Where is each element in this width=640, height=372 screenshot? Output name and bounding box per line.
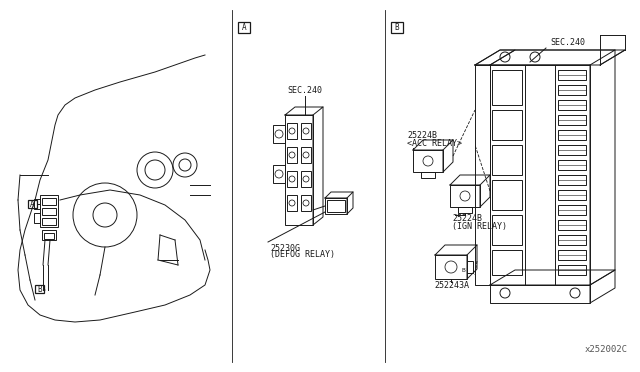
Bar <box>558 175 586 185</box>
Bar <box>558 85 586 95</box>
Bar <box>287 123 297 139</box>
Bar <box>285 115 313 225</box>
Bar <box>273 125 285 143</box>
Text: 25224B: 25224B <box>407 131 437 140</box>
Bar <box>301 171 311 187</box>
Bar <box>492 70 522 105</box>
Bar <box>35 285 44 293</box>
Bar <box>287 195 297 211</box>
Bar <box>458 207 472 213</box>
Bar <box>287 147 297 163</box>
Text: 25230G: 25230G <box>270 244 300 253</box>
Bar <box>467 261 473 273</box>
Bar <box>492 110 522 140</box>
Text: A: A <box>30 199 35 208</box>
Bar <box>391 22 403 33</box>
Bar <box>327 200 345 212</box>
Bar <box>34 199 40 209</box>
Bar <box>558 190 586 200</box>
Bar <box>28 200 37 208</box>
Bar <box>413 150 443 172</box>
Text: (IGN RELAY): (IGN RELAY) <box>452 221 507 231</box>
Bar <box>490 65 590 285</box>
Bar <box>558 100 586 110</box>
Bar <box>301 147 311 163</box>
Bar <box>450 185 480 207</box>
Bar <box>325 198 347 214</box>
Bar <box>492 250 522 275</box>
Bar <box>558 70 586 80</box>
Text: SEC.240: SEC.240 <box>550 38 586 46</box>
Bar <box>34 213 40 223</box>
Text: B: B <box>37 285 42 294</box>
Text: SEC.240: SEC.240 <box>287 86 323 94</box>
Bar <box>42 208 56 215</box>
Bar <box>558 235 586 245</box>
Bar <box>492 215 522 245</box>
Bar <box>558 130 586 140</box>
Bar <box>558 250 586 260</box>
Bar <box>44 233 54 239</box>
Text: A: A <box>242 23 246 32</box>
Bar <box>558 220 586 230</box>
Bar <box>42 218 56 225</box>
Bar <box>558 265 586 275</box>
Text: B: B <box>461 269 465 273</box>
Text: 252243A: 252243A <box>435 280 470 289</box>
Bar <box>421 172 435 178</box>
Bar <box>435 255 467 279</box>
Bar <box>492 145 522 175</box>
Bar <box>42 198 56 205</box>
Text: x252002C: x252002C <box>585 346 628 355</box>
Text: 25224B: 25224B <box>452 214 482 222</box>
Bar <box>558 115 586 125</box>
Bar <box>558 145 586 155</box>
Bar <box>238 22 250 33</box>
Bar <box>301 195 311 211</box>
Text: B: B <box>395 23 399 32</box>
Bar <box>42 230 56 240</box>
Bar <box>40 195 58 227</box>
Text: <ACC RELAY>: <ACC RELAY> <box>407 138 462 148</box>
Bar <box>301 123 311 139</box>
Bar <box>492 180 522 210</box>
Bar <box>558 160 586 170</box>
Bar <box>490 285 590 303</box>
Bar <box>287 171 297 187</box>
Bar <box>273 165 285 183</box>
Text: (DEFOG RELAY): (DEFOG RELAY) <box>270 250 335 260</box>
Bar <box>558 205 586 215</box>
